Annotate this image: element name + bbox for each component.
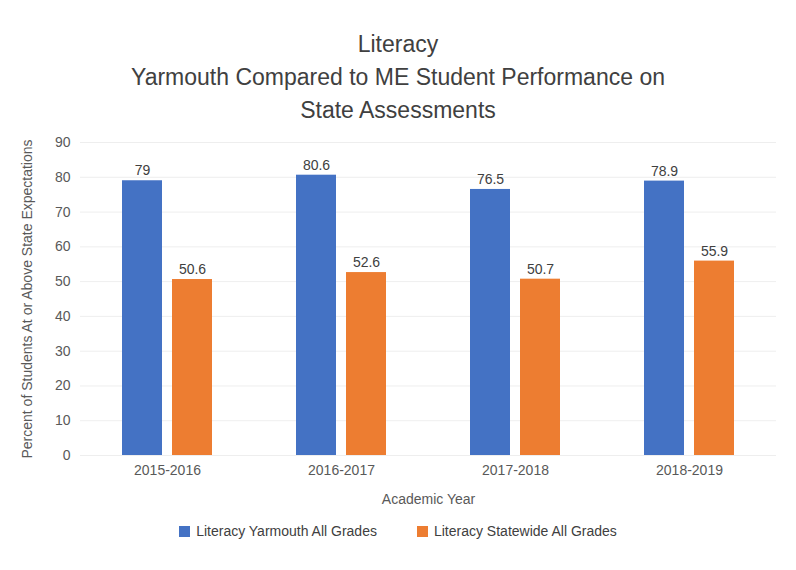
svg-text:80: 80 bbox=[55, 169, 71, 185]
svg-text:80.6: 80.6 bbox=[303, 157, 330, 173]
svg-text:70: 70 bbox=[55, 204, 71, 220]
svg-text:Percent of Students At or Abov: Percent of Students At or Above State Ex… bbox=[19, 139, 35, 458]
svg-text:76.5: 76.5 bbox=[477, 171, 504, 187]
svg-text:2017-2018: 2017-2018 bbox=[482, 462, 549, 478]
svg-text:40: 40 bbox=[55, 308, 71, 324]
html-text:Literacy Statewide All Grades: Literacy Statewide All Grades bbox=[434, 523, 617, 539]
svg-text:10: 10 bbox=[55, 412, 71, 428]
svg-text:50.6: 50.6 bbox=[179, 261, 206, 277]
svg-text:2015-2016: 2015-2016 bbox=[134, 462, 201, 478]
html-text:Literacy: Literacy bbox=[357, 31, 439, 57]
html-text:Literacy Yarmouth All Grades: Literacy Yarmouth All Grades bbox=[196, 523, 377, 539]
svg-text:20: 20 bbox=[55, 377, 71, 393]
svg-text:55.9: 55.9 bbox=[701, 243, 728, 259]
svg-text:30: 30 bbox=[55, 343, 71, 359]
html-text:Yarmouth Compared to ME Studen: Yarmouth Compared to ME Student Performa… bbox=[131, 64, 665, 123]
svg-text:2018-2019: 2018-2019 bbox=[656, 462, 723, 478]
svg-text:60: 60 bbox=[55, 238, 71, 254]
svg-text:Academic Year: Academic Year bbox=[382, 491, 476, 507]
svg-text:52.6: 52.6 bbox=[353, 254, 380, 270]
svg-text:90: 90 bbox=[55, 134, 71, 150]
svg-text:50: 50 bbox=[55, 273, 71, 289]
svg-text:78.9: 78.9 bbox=[651, 163, 678, 179]
svg-text:50.7: 50.7 bbox=[527, 261, 554, 277]
svg-text:2016-2017: 2016-2017 bbox=[308, 462, 375, 478]
svg-text:79: 79 bbox=[135, 162, 151, 178]
svg-text:0: 0 bbox=[63, 447, 71, 463]
